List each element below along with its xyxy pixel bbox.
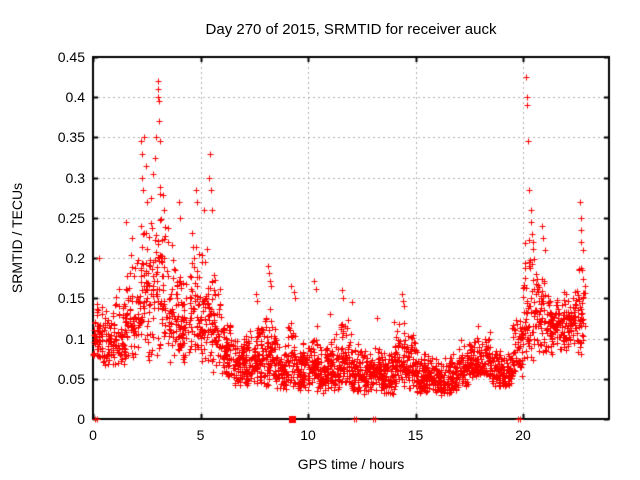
y-tick-label: 0.2 bbox=[65, 250, 85, 267]
y-tick-label: 0.4 bbox=[65, 89, 85, 106]
y-tick-label: 0.35 bbox=[57, 129, 85, 146]
x-axis-label: GPS time / hours bbox=[297, 456, 405, 472]
y-tick-label: 0.3 bbox=[65, 169, 85, 186]
chart-title: Day 270 of 2015, SRMTID for receiver auc… bbox=[205, 21, 497, 38]
x-tick-label: 20 bbox=[515, 427, 531, 443]
x-tick-label: 0 bbox=[89, 427, 97, 443]
y-tick-label: 0.25 bbox=[57, 209, 85, 226]
x-tick-label: 15 bbox=[407, 427, 424, 443]
x-tick-label: 10 bbox=[300, 427, 316, 443]
y-tick-label: 0.1 bbox=[65, 330, 85, 347]
y-tick-label: 0.15 bbox=[57, 290, 85, 307]
y-tick-label: 0.45 bbox=[57, 49, 85, 65]
y-tick-label: 0 bbox=[77, 411, 85, 427]
y-tick-label: 0.05 bbox=[57, 370, 85, 387]
x-tick-label: 5 bbox=[196, 427, 205, 443]
y-axis-label: SRMTID / TECUs bbox=[9, 182, 25, 294]
